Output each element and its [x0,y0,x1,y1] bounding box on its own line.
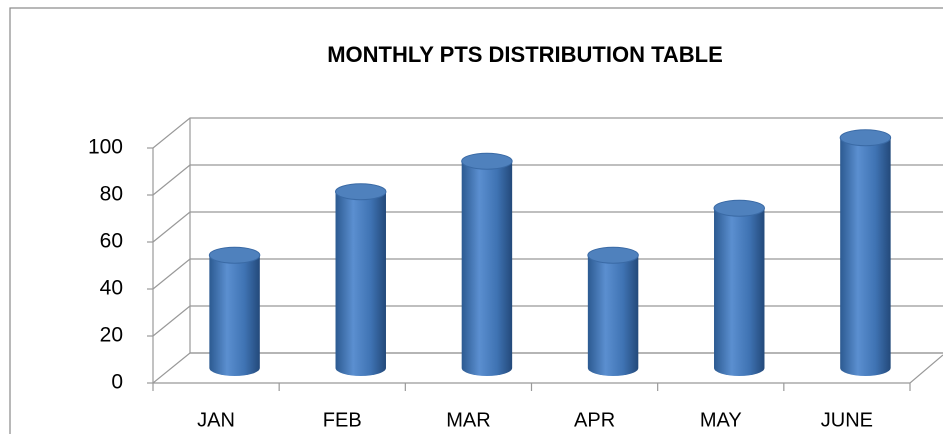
bar-top [461,152,513,170]
bar-top [839,129,892,147]
bar [335,183,387,376]
grid-line [152,117,943,149]
chart-title: MONTHLY PTS DISTRIBUTION TABLE [327,42,723,67]
bar-body [461,161,513,376]
bar-body [209,255,260,376]
grid-line [152,258,943,290]
bar-top [713,199,765,217]
x-tick-label: FEB [323,409,362,431]
bar [587,246,639,376]
y-tick-label: 60 [100,230,123,253]
bar [839,129,892,376]
grid-line [152,352,943,384]
bar-top [587,246,639,264]
y-tick-label: 80 [100,183,123,206]
x-tick-label: JUNE [821,409,873,431]
y-tick-label: 0 [111,371,123,394]
grid-line [152,164,943,196]
grid-line [152,305,943,337]
bar-top [208,246,261,264]
x-tick-label: MAY [700,409,742,431]
bar-body [714,208,765,376]
y-tick-label: 20 [100,324,123,347]
bar-body [587,255,639,376]
bar-body [840,137,891,376]
x-tick-label: JAN [197,409,235,431]
bar-top [335,183,387,201]
bar [208,246,261,376]
grid-line [152,211,943,243]
x-tick-label: APR [574,409,615,431]
x-tick-label: MAR [446,409,490,431]
bar-body [335,191,386,376]
bar [461,152,513,376]
y-tick-label: 100 [88,136,123,159]
bar [713,199,765,376]
y-tick-label: 40 [100,277,123,300]
